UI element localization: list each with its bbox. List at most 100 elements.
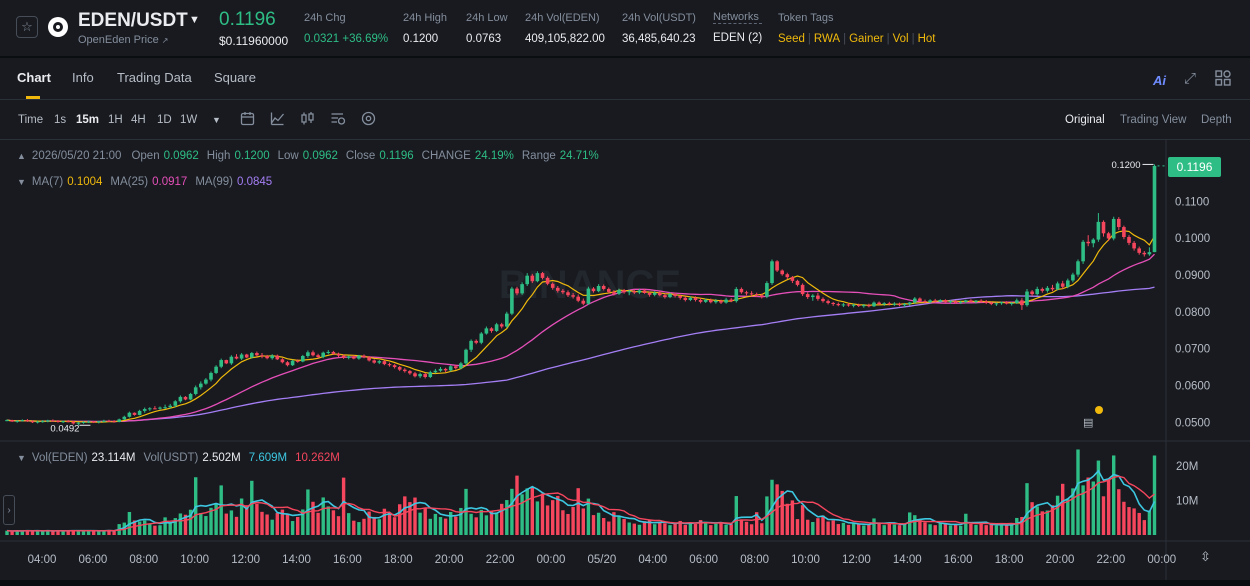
timeframe-1d[interactable]: 1D [157, 114, 172, 126]
candle-body [1122, 227, 1126, 237]
timeframe-1s[interactable]: 1s [54, 114, 67, 126]
candle-body [907, 302, 912, 305]
expand-side-panel-icon[interactable]: › [3, 495, 15, 525]
view-trading-view[interactable]: Trading View [1120, 114, 1187, 126]
volume-bar [607, 521, 611, 535]
candle-body [703, 300, 708, 302]
time-axis-label: 06:00 [79, 554, 108, 566]
tab-chart[interactable]: Chart [17, 70, 51, 85]
more-timeframes-caret-icon[interactable]: ▼ [212, 115, 221, 125]
candle-body [780, 270, 784, 275]
candle-body [734, 288, 739, 302]
candle [357, 354, 361, 360]
ai-assistant-button[interactable]: Ai [1153, 73, 1166, 88]
candle [1071, 272, 1075, 283]
volume-bar [301, 509, 305, 535]
volume-bar [357, 522, 361, 535]
calendar-icon[interactable] [240, 111, 255, 129]
volume-bar [709, 525, 713, 535]
volume-bar [382, 508, 387, 535]
tag-vol[interactable]: Vol [892, 33, 909, 45]
collapse-volume-icon[interactable]: ▼ [17, 453, 26, 463]
volume-bar [245, 505, 249, 535]
candle [510, 286, 514, 316]
stat-label: 24h Vol(EDEN) [525, 12, 600, 24]
candle-body [153, 408, 157, 410]
layout-grid-icon[interactable] [1215, 70, 1231, 90]
candle [729, 298, 733, 303]
time-axis-label: 00:00 [537, 554, 566, 566]
candle-body [591, 288, 596, 292]
change-value: 24.19% [474, 150, 514, 162]
change-label: CHANGE [421, 150, 471, 162]
candle-body [637, 290, 642, 293]
candle-body [1111, 218, 1116, 239]
tag-seed[interactable]: Seed [778, 33, 805, 45]
candle [1004, 301, 1009, 305]
view-depth[interactable]: Depth [1201, 114, 1232, 126]
indicators-icon[interactable] [270, 111, 285, 129]
token-price-link[interactable]: OpenEden Price ↗ [78, 34, 168, 46]
timeframe-time[interactable]: Time [18, 114, 44, 126]
candle [153, 406, 157, 410]
candle-body [392, 365, 397, 368]
volume-bar [622, 519, 626, 535]
candle-body [714, 300, 718, 303]
candle [392, 364, 397, 369]
favorite-star-icon[interactable]: ☆ [16, 16, 38, 38]
candle-body [566, 292, 570, 296]
tab-square[interactable]: Square [214, 70, 256, 85]
event-marker-icon[interactable]: ▤ [1083, 417, 1094, 429]
stat-value[interactable]: EDEN (2) [713, 32, 763, 44]
pair-title[interactable]: EDEN/USDT [78, 10, 188, 31]
time-axis-label: 06:00 [689, 554, 718, 566]
expand-icon[interactable]: ⤢ [1184, 70, 1197, 87]
timeframe-1h[interactable]: 1H [108, 114, 123, 126]
tag-hot[interactable]: Hot [917, 33, 936, 45]
volume-bar [913, 515, 917, 535]
candle [1106, 231, 1111, 242]
stat-networks[interactable]: Networks EDEN (2) [713, 11, 763, 44]
candle [561, 288, 565, 295]
candle [760, 293, 764, 299]
candlestick-chart[interactable]: BINANCE 0.11000.10000.09000.08000.07000.… [0, 140, 1250, 580]
volume-bar [683, 524, 687, 535]
collapse-legend-icon[interactable]: ▲ [17, 151, 26, 161]
tag-rwa[interactable]: RWA [813, 33, 841, 45]
volume-bar [5, 530, 9, 535]
target-icon[interactable] [361, 111, 376, 129]
volume-bar [296, 516, 300, 535]
timeframe-1w[interactable]: 1W [180, 114, 198, 126]
chart-settings-icon[interactable] [330, 111, 346, 129]
volume-bar [51, 530, 55, 535]
price-axis-label: 0.0700 [1175, 344, 1210, 356]
candle-body [627, 291, 631, 293]
candle-body [872, 302, 876, 307]
ma25-value: 0.0917 [152, 176, 188, 188]
volume-bar [1040, 511, 1044, 535]
candle [744, 290, 749, 296]
candle-body [765, 283, 769, 297]
candle-body [984, 301, 988, 303]
tab-trading-data[interactable]: Trading Data [117, 70, 192, 85]
volume-bar [872, 518, 876, 535]
collapse-ma-icon[interactable]: ▼ [17, 177, 26, 187]
candle [1076, 259, 1080, 277]
tab-info[interactable]: Info [72, 70, 94, 85]
chart-toolbar: Time 1s 15m 1H 4H 1D 1W ▼ Original Tradi… [0, 100, 1250, 140]
price-axis-label: 0.1100 [1175, 196, 1209, 208]
candle-body [459, 363, 463, 369]
auto-scale-icon[interactable]: ⇳ [1200, 549, 1211, 564]
timeframe-15m[interactable]: 15m [76, 114, 100, 126]
token-price-link-label[interactable]: OpenEden Price [78, 34, 159, 46]
candle-body [5, 420, 9, 422]
tag-gainer[interactable]: Gainer [849, 33, 884, 45]
volume-bar [61, 530, 65, 535]
view-original[interactable]: Original [1065, 114, 1105, 126]
candle-body [352, 356, 356, 359]
candle-body [719, 300, 723, 303]
volume-bar [173, 518, 177, 535]
chart-type-candles-icon[interactable] [300, 111, 315, 129]
timeframe-4h[interactable]: 4H [131, 114, 146, 126]
pair-dropdown-caret-icon[interactable]: ▼ [189, 14, 200, 26]
